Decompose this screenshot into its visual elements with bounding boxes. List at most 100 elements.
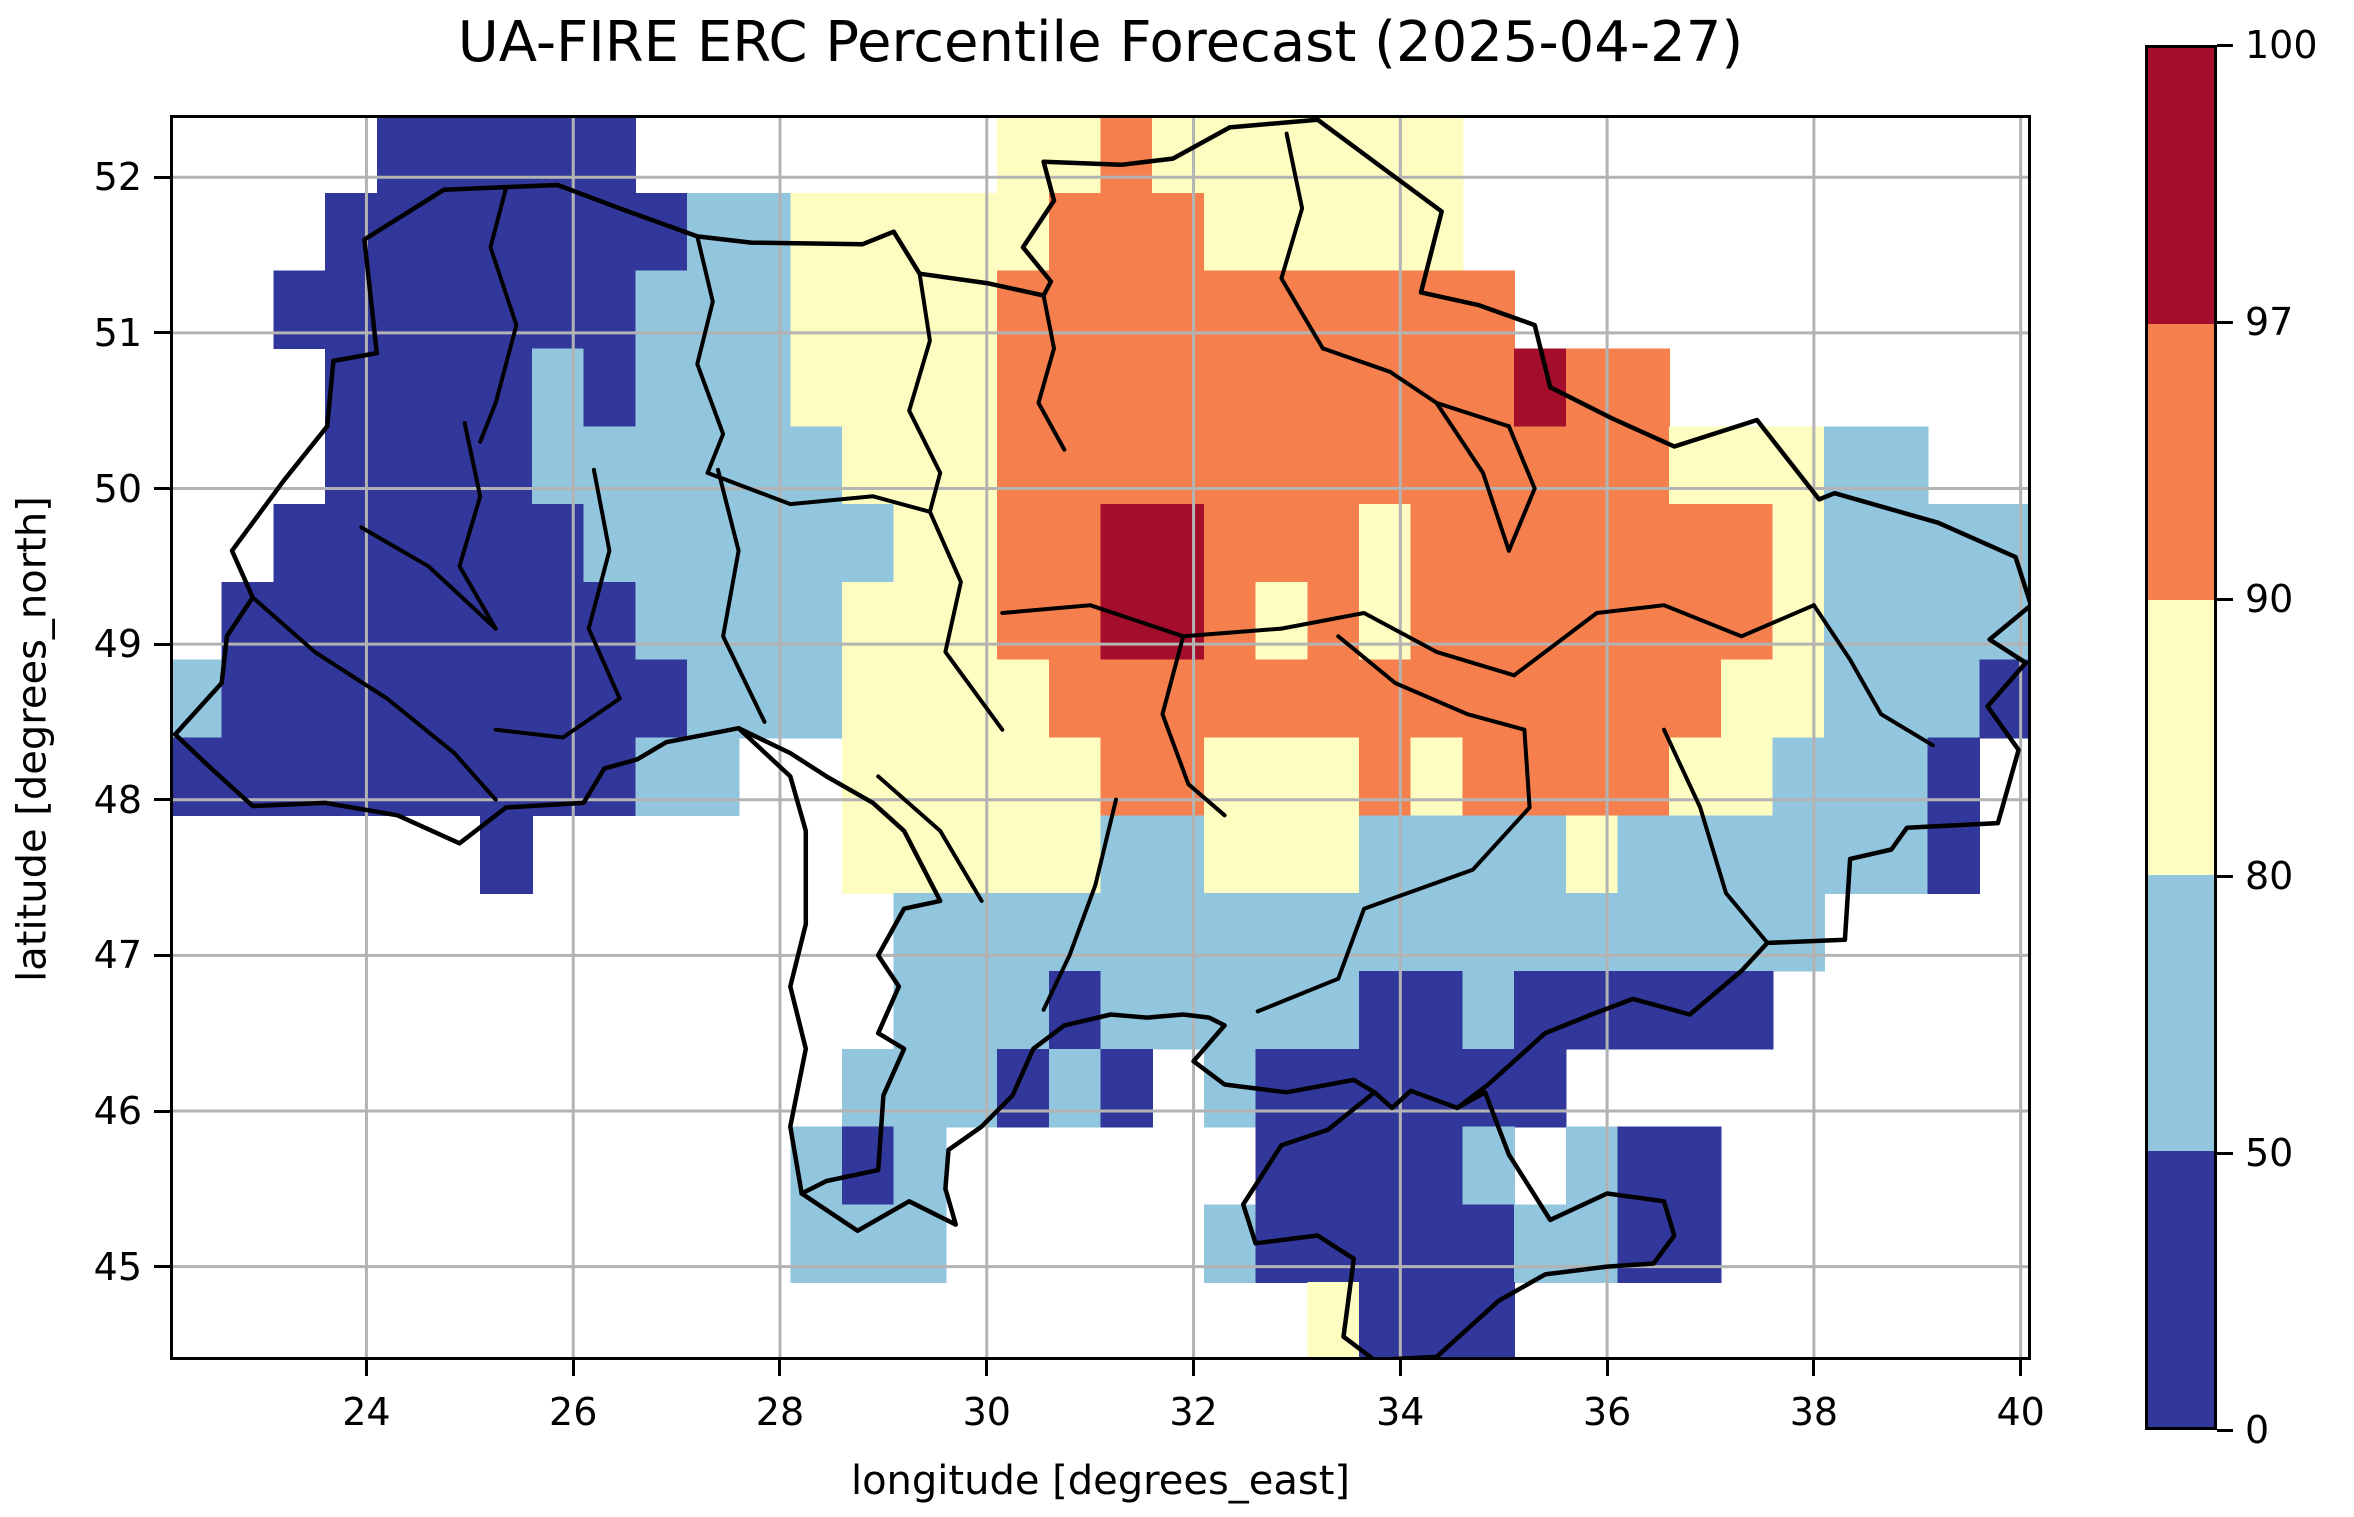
grid-cell	[1255, 348, 1309, 427]
grid-cell	[635, 581, 688, 661]
colorbar-tick-label: 50	[2245, 1131, 2294, 1175]
grid-cell	[1720, 815, 1774, 894]
grid-cell	[428, 659, 482, 739]
grid-cell	[997, 737, 1050, 817]
grid-cell	[428, 115, 482, 194]
grid-cell	[376, 270, 430, 350]
y-tick-mark	[154, 487, 170, 490]
grid-cell	[1669, 1204, 1722, 1283]
grid-cell	[1048, 1048, 1102, 1128]
grid-cell	[1565, 426, 1619, 505]
grid-cell	[1565, 659, 1619, 739]
grid-cell	[945, 893, 998, 972]
grid-cell	[1100, 893, 1154, 972]
grid-cell	[273, 270, 326, 350]
grid-cell	[893, 192, 947, 272]
grid-cell	[997, 970, 1050, 1050]
colorbar-tick-mark	[2217, 874, 2233, 878]
colorbar-tick-label: 100	[2245, 23, 2318, 67]
grid-cell	[1359, 1204, 1412, 1283]
oblast-border	[705, 470, 932, 514]
x-tick-label: 38	[1789, 1390, 1839, 1434]
grid-cell	[1048, 504, 1102, 583]
grid-cell	[1875, 737, 1929, 817]
grid-cell	[842, 348, 895, 427]
x-tick-label: 40	[1996, 1390, 2045, 1434]
grid-cell	[583, 115, 637, 194]
grid-cell	[842, 815, 895, 894]
y-tick-label: 51	[93, 310, 142, 355]
grid-cell	[945, 426, 998, 505]
grid-cell	[480, 815, 533, 894]
oblast-border	[716, 467, 767, 724]
oblast-border	[1160, 634, 1227, 818]
oblast-border	[1506, 424, 1537, 553]
grid-cell	[1927, 581, 1981, 661]
oblast-border	[250, 595, 498, 802]
grid-cell	[738, 270, 792, 350]
grid-cell	[842, 426, 895, 505]
grid-cell	[1307, 893, 1360, 972]
y-tick-label: 46	[93, 1089, 142, 1133]
x-tick-label: 30	[962, 1390, 1011, 1434]
grid-cell	[1307, 737, 1360, 817]
grid-cell	[997, 659, 1050, 739]
grid-cell	[1152, 659, 1205, 739]
grid-cell	[1669, 1126, 1722, 1206]
grid-cell	[1720, 659, 1774, 739]
moldova-border-west	[635, 725, 809, 1196]
grid-cell	[1203, 192, 1257, 272]
oblast-border	[1320, 346, 1511, 429]
grid-cell	[1617, 1204, 1670, 1283]
grid-cell	[1565, 970, 1619, 1050]
grid-cell	[1048, 815, 1102, 894]
grid-cell	[1100, 659, 1154, 739]
grid-cell	[1514, 737, 1567, 817]
grid-cell	[1100, 270, 1154, 350]
grid-cell	[1100, 348, 1154, 427]
grid-cell	[1307, 815, 1360, 894]
grid-cell	[1203, 504, 1257, 583]
grid-cell	[1772, 815, 1826, 894]
grid-cell	[376, 737, 430, 817]
grid-cell	[1100, 970, 1154, 1050]
grid-cell	[1772, 893, 1826, 972]
grid-cell	[1410, 348, 1464, 427]
colorbar	[2145, 45, 2217, 1430]
grid-cell	[1048, 659, 1102, 739]
grid-cell	[1514, 1048, 1567, 1128]
x-tick-label: 32	[1169, 1390, 1218, 1434]
chart-title: UA-FIRE ERC Percentile Forecast (2025-04…	[457, 10, 1744, 75]
grid-cell	[480, 115, 533, 194]
grid-cell	[221, 659, 275, 739]
grid-cell	[1824, 504, 1877, 583]
grid-cell	[997, 893, 1050, 972]
colorbar-segment	[2148, 875, 2214, 1152]
grid-cell	[790, 504, 843, 583]
y-tick-label: 52	[93, 155, 142, 200]
grid-cell	[635, 504, 688, 583]
grid-cell	[531, 115, 585, 194]
colorbar-tick-mark	[2217, 320, 2233, 324]
grid-cell	[531, 504, 585, 583]
grid-cell	[1720, 581, 1774, 661]
y-tick-label: 50	[93, 466, 142, 511]
grid-cell	[893, 737, 947, 817]
plot-frame	[170, 115, 2031, 1360]
x-tick-mark	[1398, 1360, 1402, 1376]
oblast-border	[907, 271, 943, 514]
grid-cell	[738, 659, 792, 739]
grid-cell	[842, 1126, 895, 1206]
grid-cell	[1875, 581, 1929, 661]
grid-cell	[1307, 426, 1360, 505]
grid-cell	[738, 504, 792, 583]
oblast-border	[1279, 611, 1517, 678]
grid-cell	[1410, 737, 1464, 817]
grid-cell	[1255, 737, 1309, 817]
grid-cell	[1359, 192, 1412, 272]
oblast-border	[1811, 603, 1935, 748]
grid-cell	[1100, 115, 1154, 194]
y-tick-label: 47	[93, 933, 142, 978]
grid-cell	[635, 348, 688, 427]
